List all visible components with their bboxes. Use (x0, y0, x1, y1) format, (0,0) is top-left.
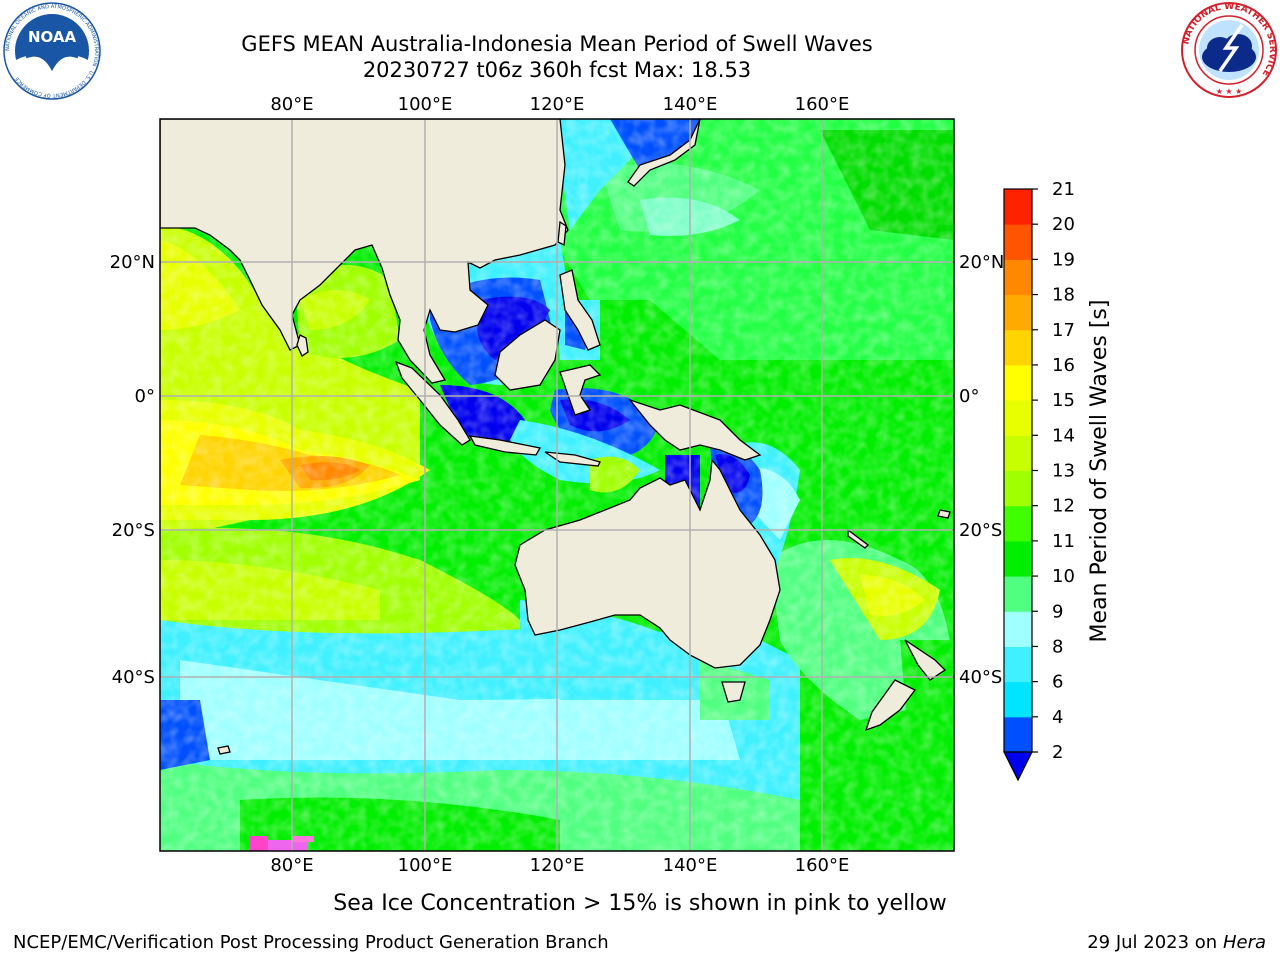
colorbar-tick-label: 21 (1052, 179, 1075, 200)
colorbar-tick-label: 17 (1052, 320, 1075, 341)
colorbar-tick-label: 20 (1052, 214, 1075, 235)
lat-label-right: 20°N (959, 252, 1004, 273)
noaa-logo: NOAA NATIONAL OCEANIC AND ATMOSPHERIC AD… (2, 2, 102, 100)
colorbar-tick-label: 11 (1052, 531, 1075, 552)
lat-label-right: 0° (959, 386, 979, 407)
map-gridlines (160, 119, 954, 851)
lon-label-top: 80°E (270, 94, 313, 115)
colorbar-tick-label: 15 (1052, 390, 1075, 411)
colorbar-tick-label: 8 (1052, 636, 1063, 657)
colorbar-segment (1004, 400, 1032, 436)
colorbar-tick-label: 9 (1052, 601, 1063, 622)
colorbar (1003, 188, 1033, 782)
nws-logo: NATIONAL WEATHER SERVICE ★ ★ ★ (1178, 1, 1280, 99)
colorbar-under-arrow (1003, 751, 1033, 782)
colorbar-tick-label: 19 (1052, 249, 1075, 270)
colorbar-segment (1004, 189, 1032, 225)
map-frame (159, 118, 955, 852)
lon-label-bottom: 140°E (663, 855, 718, 876)
sea-ice-caption: Sea Ice Concentration > 15% is shown in … (333, 891, 947, 916)
colorbar-tick-label: 18 (1052, 285, 1075, 306)
lon-label-bottom: 160°E (795, 855, 850, 876)
colorbar-segment (1004, 646, 1032, 683)
colorbar-segment (1004, 716, 1032, 753)
lat-label-left: 20°N (110, 252, 155, 273)
colorbar-segment (1004, 576, 1032, 612)
footer-credit: NCEP/EMC/Verification Post Processing Pr… (13, 932, 609, 953)
colorbar-tick-label: 16 (1052, 355, 1075, 376)
lat-label-right: 40°S (959, 667, 1002, 688)
footer-machine: Hera (1222, 932, 1266, 953)
colorbar-tick-label: 12 (1052, 496, 1075, 517)
map-axis-labels: 80°E 100°E 120°E 140°E 160°E 80°E 100°E … (110, 94, 1005, 876)
noaa-logo-text: NOAA (28, 28, 77, 46)
lat-label-right: 20°S (959, 520, 1002, 541)
land-masses (160, 119, 951, 755)
colorbar-tick-label: 13 (1052, 461, 1075, 482)
colorbar-tick-label: 2 (1052, 742, 1063, 763)
colorbar-segment (1004, 259, 1032, 296)
lon-label-top: 120°E (530, 94, 585, 115)
colorbar-segment (1004, 224, 1032, 260)
svg-text:★ ★ ★: ★ ★ ★ (1216, 87, 1243, 96)
colorbar-segment (1004, 294, 1032, 331)
colorbar-segment (1004, 681, 1032, 718)
lon-label-bottom: 100°E (398, 855, 453, 876)
colorbar-segment (1004, 470, 1032, 507)
lat-label-left: 20°S (112, 520, 155, 541)
colorbar-segment (1004, 364, 1032, 401)
colorbar-label: Mean Period of Swell Waves [s] (1087, 300, 1112, 643)
colorbar-tick-label: 14 (1052, 425, 1075, 446)
colorbar-tick-label: 6 (1052, 672, 1063, 693)
lat-label-left: 0° (135, 386, 155, 407)
lon-label-top: 100°E (398, 94, 453, 115)
colorbar-tick-label: 10 (1052, 566, 1075, 587)
colorbar-ticks: 2 4 6 8 9 10 11 12 13 14 15 16 17 18 19 20 21 (1032, 179, 1075, 763)
colorbar-segment (1004, 329, 1032, 366)
lon-label-bottom: 80°E (270, 855, 313, 876)
colorbar-segment (1004, 435, 1032, 471)
colorbar-segment (1004, 611, 1032, 647)
colorbar-segment (1004, 540, 1032, 577)
page-title: GEFS MEAN Australia-Indonesia Mean Perio… (241, 32, 873, 56)
colorbar-segment (1004, 505, 1032, 542)
footer-date: 29 Jul 2023 on Hera (1087, 932, 1266, 954)
lon-label-bottom: 120°E (530, 855, 585, 876)
lon-label-top: 160°E (795, 94, 850, 115)
lat-label-left: 40°S (112, 667, 155, 688)
lon-label-top: 140°E (663, 94, 718, 115)
page-subtitle: 20230727 t06z 360h fcst Max: 18.53 (362, 58, 752, 82)
footer-date-text: 29 Jul 2023 on (1087, 932, 1223, 953)
colorbar-tick-label: 4 (1052, 707, 1063, 728)
